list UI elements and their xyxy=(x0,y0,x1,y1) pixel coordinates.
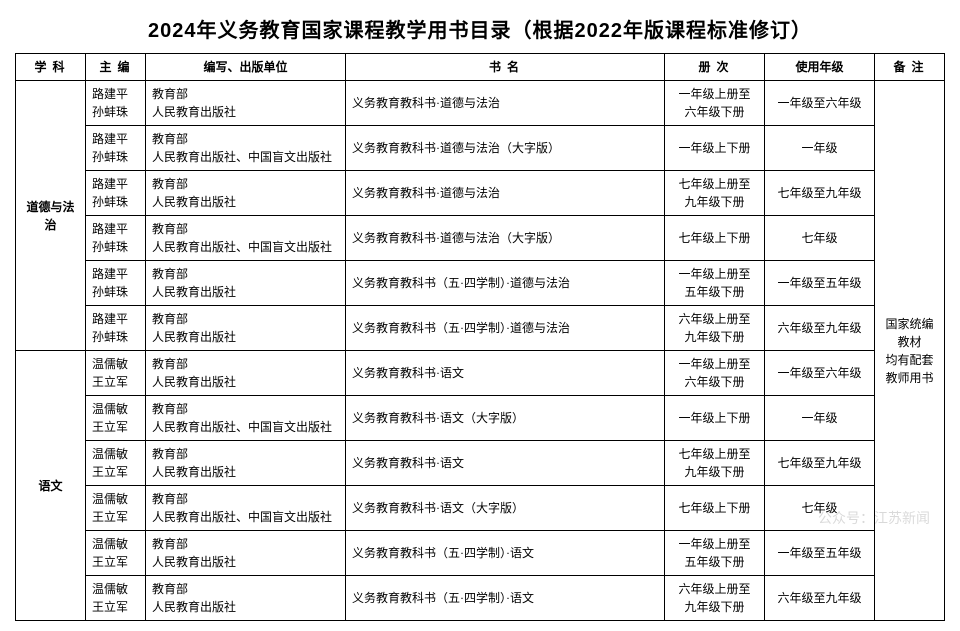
publisher-cell: 教育部人民教育出版社 xyxy=(146,531,346,576)
editor-cell: 路建平孙蚌珠 xyxy=(86,171,146,216)
volume-cell: 六年级上册至九年级下册 xyxy=(665,576,765,621)
publisher-cell: 教育部人民教育出版社 xyxy=(146,171,346,216)
editor-cell: 温儒敏王立军 xyxy=(86,486,146,531)
publisher-cell: 教育部人民教育出版社、中国盲文出版社 xyxy=(146,216,346,261)
publisher-cell: 教育部人民教育出版社 xyxy=(146,351,346,396)
grade-cell: 七年级至九年级 xyxy=(765,171,875,216)
grade-cell: 一年级至五年级 xyxy=(765,261,875,306)
table-row: 温儒敏王立军教育部人民教育出版社义务教育教科书（五·四学制）·语文六年级上册至九… xyxy=(16,576,945,621)
editor-cell: 温儒敏王立军 xyxy=(86,531,146,576)
col-book: 书名 xyxy=(346,54,665,81)
editor-cell: 路建平孙蚌珠 xyxy=(86,126,146,171)
publisher-cell: 教育部人民教育出版社 xyxy=(146,261,346,306)
book-cell: 义务教育教科书·道德与法治 xyxy=(346,171,665,216)
publisher-cell: 教育部人民教育出版社 xyxy=(146,441,346,486)
editor-cell: 温儒敏王立军 xyxy=(86,351,146,396)
table-row: 路建平孙蚌珠教育部人民教育出版社、中国盲文出版社义务教育教科书·道德与法治（大字… xyxy=(16,126,945,171)
page-title: 2024年义务教育国家课程教学用书目录（根据2022年版课程标准修订） xyxy=(15,14,945,43)
editor-cell: 温儒敏王立军 xyxy=(86,396,146,441)
col-subject: 学科 xyxy=(16,54,86,81)
grade-cell: 一年级至六年级 xyxy=(765,81,875,126)
book-cell: 义务教育教科书·道德与法治 xyxy=(346,81,665,126)
volume-cell: 一年级上册至五年级下册 xyxy=(665,531,765,576)
volume-cell: 一年级上下册 xyxy=(665,126,765,171)
col-volume: 册次 xyxy=(665,54,765,81)
grade-cell: 一年级至六年级 xyxy=(765,351,875,396)
table-row: 路建平孙蚌珠教育部人民教育出版社义务教育教科书·道德与法治七年级上册至九年级下册… xyxy=(16,171,945,216)
book-cell: 义务教育教科书·语文（大字版） xyxy=(346,486,665,531)
volume-cell: 七年级上册至九年级下册 xyxy=(665,171,765,216)
book-cell: 义务教育教科书·道德与法治（大字版） xyxy=(346,126,665,171)
editor-cell: 路建平孙蚌珠 xyxy=(86,81,146,126)
book-cell: 义务教育教科书（五·四学制）·语文 xyxy=(346,531,665,576)
remark-cell: 国家统编教材均有配套教师用书 xyxy=(875,81,945,621)
grade-cell: 一年级至五年级 xyxy=(765,531,875,576)
grade-cell: 七年级 xyxy=(765,216,875,261)
subject-cell: 语文 xyxy=(16,351,86,621)
book-cell: 义务教育教科书·语文 xyxy=(346,441,665,486)
book-cell: 义务教育教科书（五·四学制）·道德与法治 xyxy=(346,306,665,351)
volume-cell: 一年级上下册 xyxy=(665,396,765,441)
table-row: 温儒敏王立军教育部人民教育出版社、中国盲文出版社义务教育教科书·语文（大字版）七… xyxy=(16,486,945,531)
table-row: 路建平孙蚌珠教育部人民教育出版社、中国盲文出版社义务教育教科书·道德与法治（大字… xyxy=(16,216,945,261)
volume-cell: 六年级上册至九年级下册 xyxy=(665,306,765,351)
book-cell: 义务教育教科书（五·四学制）·语文 xyxy=(346,576,665,621)
table-row: 语文温儒敏王立军教育部人民教育出版社义务教育教科书·语文一年级上册至六年级下册一… xyxy=(16,351,945,396)
subject-cell: 道德与法治 xyxy=(16,81,86,351)
book-cell: 义务教育教科书·语文 xyxy=(346,351,665,396)
col-publisher: 编写、出版单位 xyxy=(146,54,346,81)
textbook-table: 学科 主编 编写、出版单位 书名 册次 使用年级 备注 道德与法治路建平孙蚌珠教… xyxy=(15,53,945,621)
book-cell: 义务教育教科书·语文（大字版） xyxy=(346,396,665,441)
editor-cell: 路建平孙蚌珠 xyxy=(86,306,146,351)
editor-cell: 温儒敏王立军 xyxy=(86,441,146,486)
grade-cell: 七年级 xyxy=(765,486,875,531)
publisher-cell: 教育部人民教育出版社、中国盲文出版社 xyxy=(146,486,346,531)
volume-cell: 一年级上册至五年级下册 xyxy=(665,261,765,306)
table-row: 温儒敏王立军教育部人民教育出版社、中国盲文出版社义务教育教科书·语文（大字版）一… xyxy=(16,396,945,441)
grade-cell: 一年级 xyxy=(765,396,875,441)
publisher-cell: 教育部人民教育出版社 xyxy=(146,306,346,351)
table-header-row: 学科 主编 编写、出版单位 书名 册次 使用年级 备注 xyxy=(16,54,945,81)
table-row: 温儒敏王立军教育部人民教育出版社义务教育教科书·语文七年级上册至九年级下册七年级… xyxy=(16,441,945,486)
grade-cell: 六年级至九年级 xyxy=(765,576,875,621)
table-row: 温儒敏王立军教育部人民教育出版社义务教育教科书（五·四学制）·语文一年级上册至五… xyxy=(16,531,945,576)
publisher-cell: 教育部人民教育出版社、中国盲文出版社 xyxy=(146,396,346,441)
editor-cell: 路建平孙蚌珠 xyxy=(86,216,146,261)
grade-cell: 七年级至九年级 xyxy=(765,441,875,486)
grade-cell: 一年级 xyxy=(765,126,875,171)
table-row: 路建平孙蚌珠教育部人民教育出版社义务教育教科书（五·四学制）·道德与法治一年级上… xyxy=(16,261,945,306)
publisher-cell: 教育部人民教育出版社 xyxy=(146,81,346,126)
volume-cell: 七年级上下册 xyxy=(665,216,765,261)
table-row: 道德与法治路建平孙蚌珠教育部人民教育出版社义务教育教科书·道德与法治一年级上册至… xyxy=(16,81,945,126)
volume-cell: 一年级上册至六年级下册 xyxy=(665,81,765,126)
editor-cell: 路建平孙蚌珠 xyxy=(86,261,146,306)
col-remark: 备注 xyxy=(875,54,945,81)
table-row: 路建平孙蚌珠教育部人民教育出版社义务教育教科书（五·四学制）·道德与法治六年级上… xyxy=(16,306,945,351)
publisher-cell: 教育部人民教育出版社 xyxy=(146,576,346,621)
volume-cell: 七年级上册至九年级下册 xyxy=(665,441,765,486)
grade-cell: 六年级至九年级 xyxy=(765,306,875,351)
book-cell: 义务教育教科书·道德与法治（大字版） xyxy=(346,216,665,261)
publisher-cell: 教育部人民教育出版社、中国盲文出版社 xyxy=(146,126,346,171)
col-grade: 使用年级 xyxy=(765,54,875,81)
volume-cell: 七年级上下册 xyxy=(665,486,765,531)
editor-cell: 温儒敏王立军 xyxy=(86,576,146,621)
col-editor: 主编 xyxy=(86,54,146,81)
volume-cell: 一年级上册至六年级下册 xyxy=(665,351,765,396)
book-cell: 义务教育教科书（五·四学制）·道德与法治 xyxy=(346,261,665,306)
